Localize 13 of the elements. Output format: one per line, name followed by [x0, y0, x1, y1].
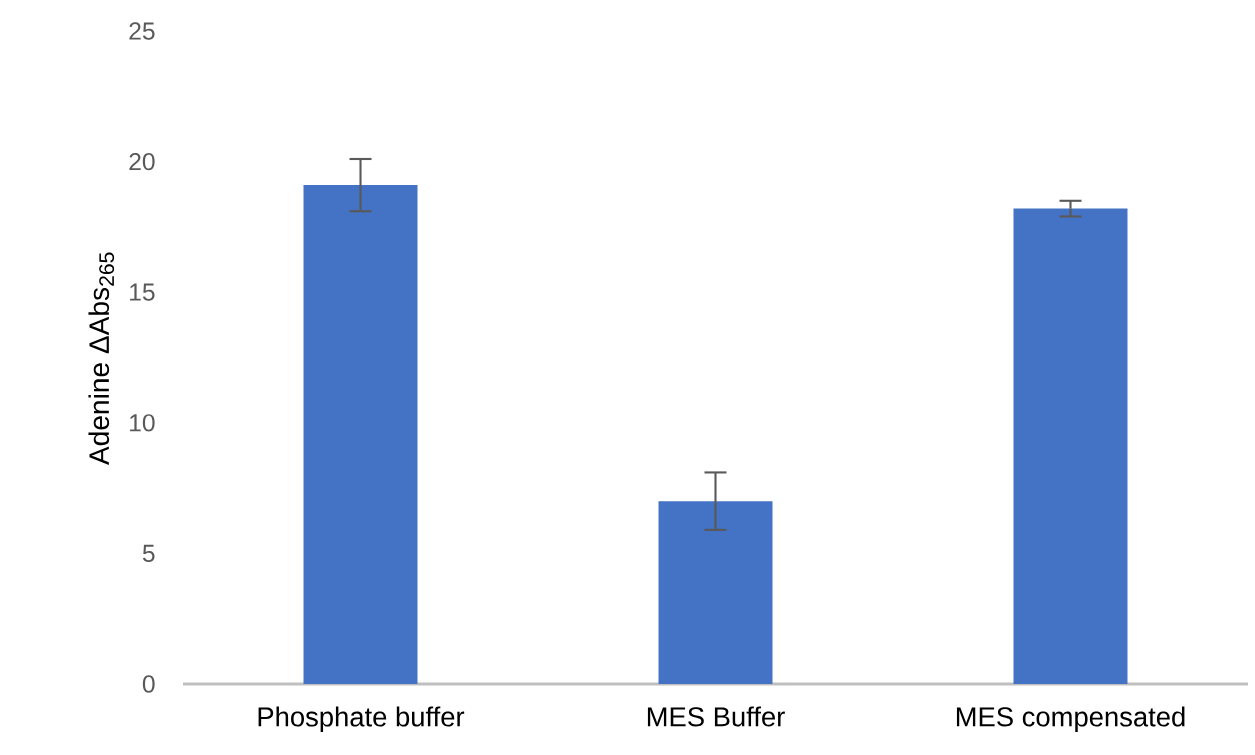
x-tick-label: Phosphate buffer: [258, 706, 465, 732]
y-tick-label: 10: [130, 414, 155, 432]
bar: [303, 185, 418, 684]
y-tick-label: 5: [142, 544, 155, 562]
y-tick-label: 15: [130, 283, 155, 301]
y-tick-label: 20: [129, 152, 155, 171]
y-tick-label: 0: [142, 675, 155, 693]
bar: [1013, 208, 1128, 684]
y-axis-title: Adenine ΔAbs$_{265}$: [88, 252, 115, 466]
y-tick-label: 25: [129, 22, 155, 40]
x-tick-label: MES Buffer: [647, 706, 785, 727]
x-tick-label: MES compensated: [956, 706, 1185, 732]
bar: [658, 501, 773, 684]
